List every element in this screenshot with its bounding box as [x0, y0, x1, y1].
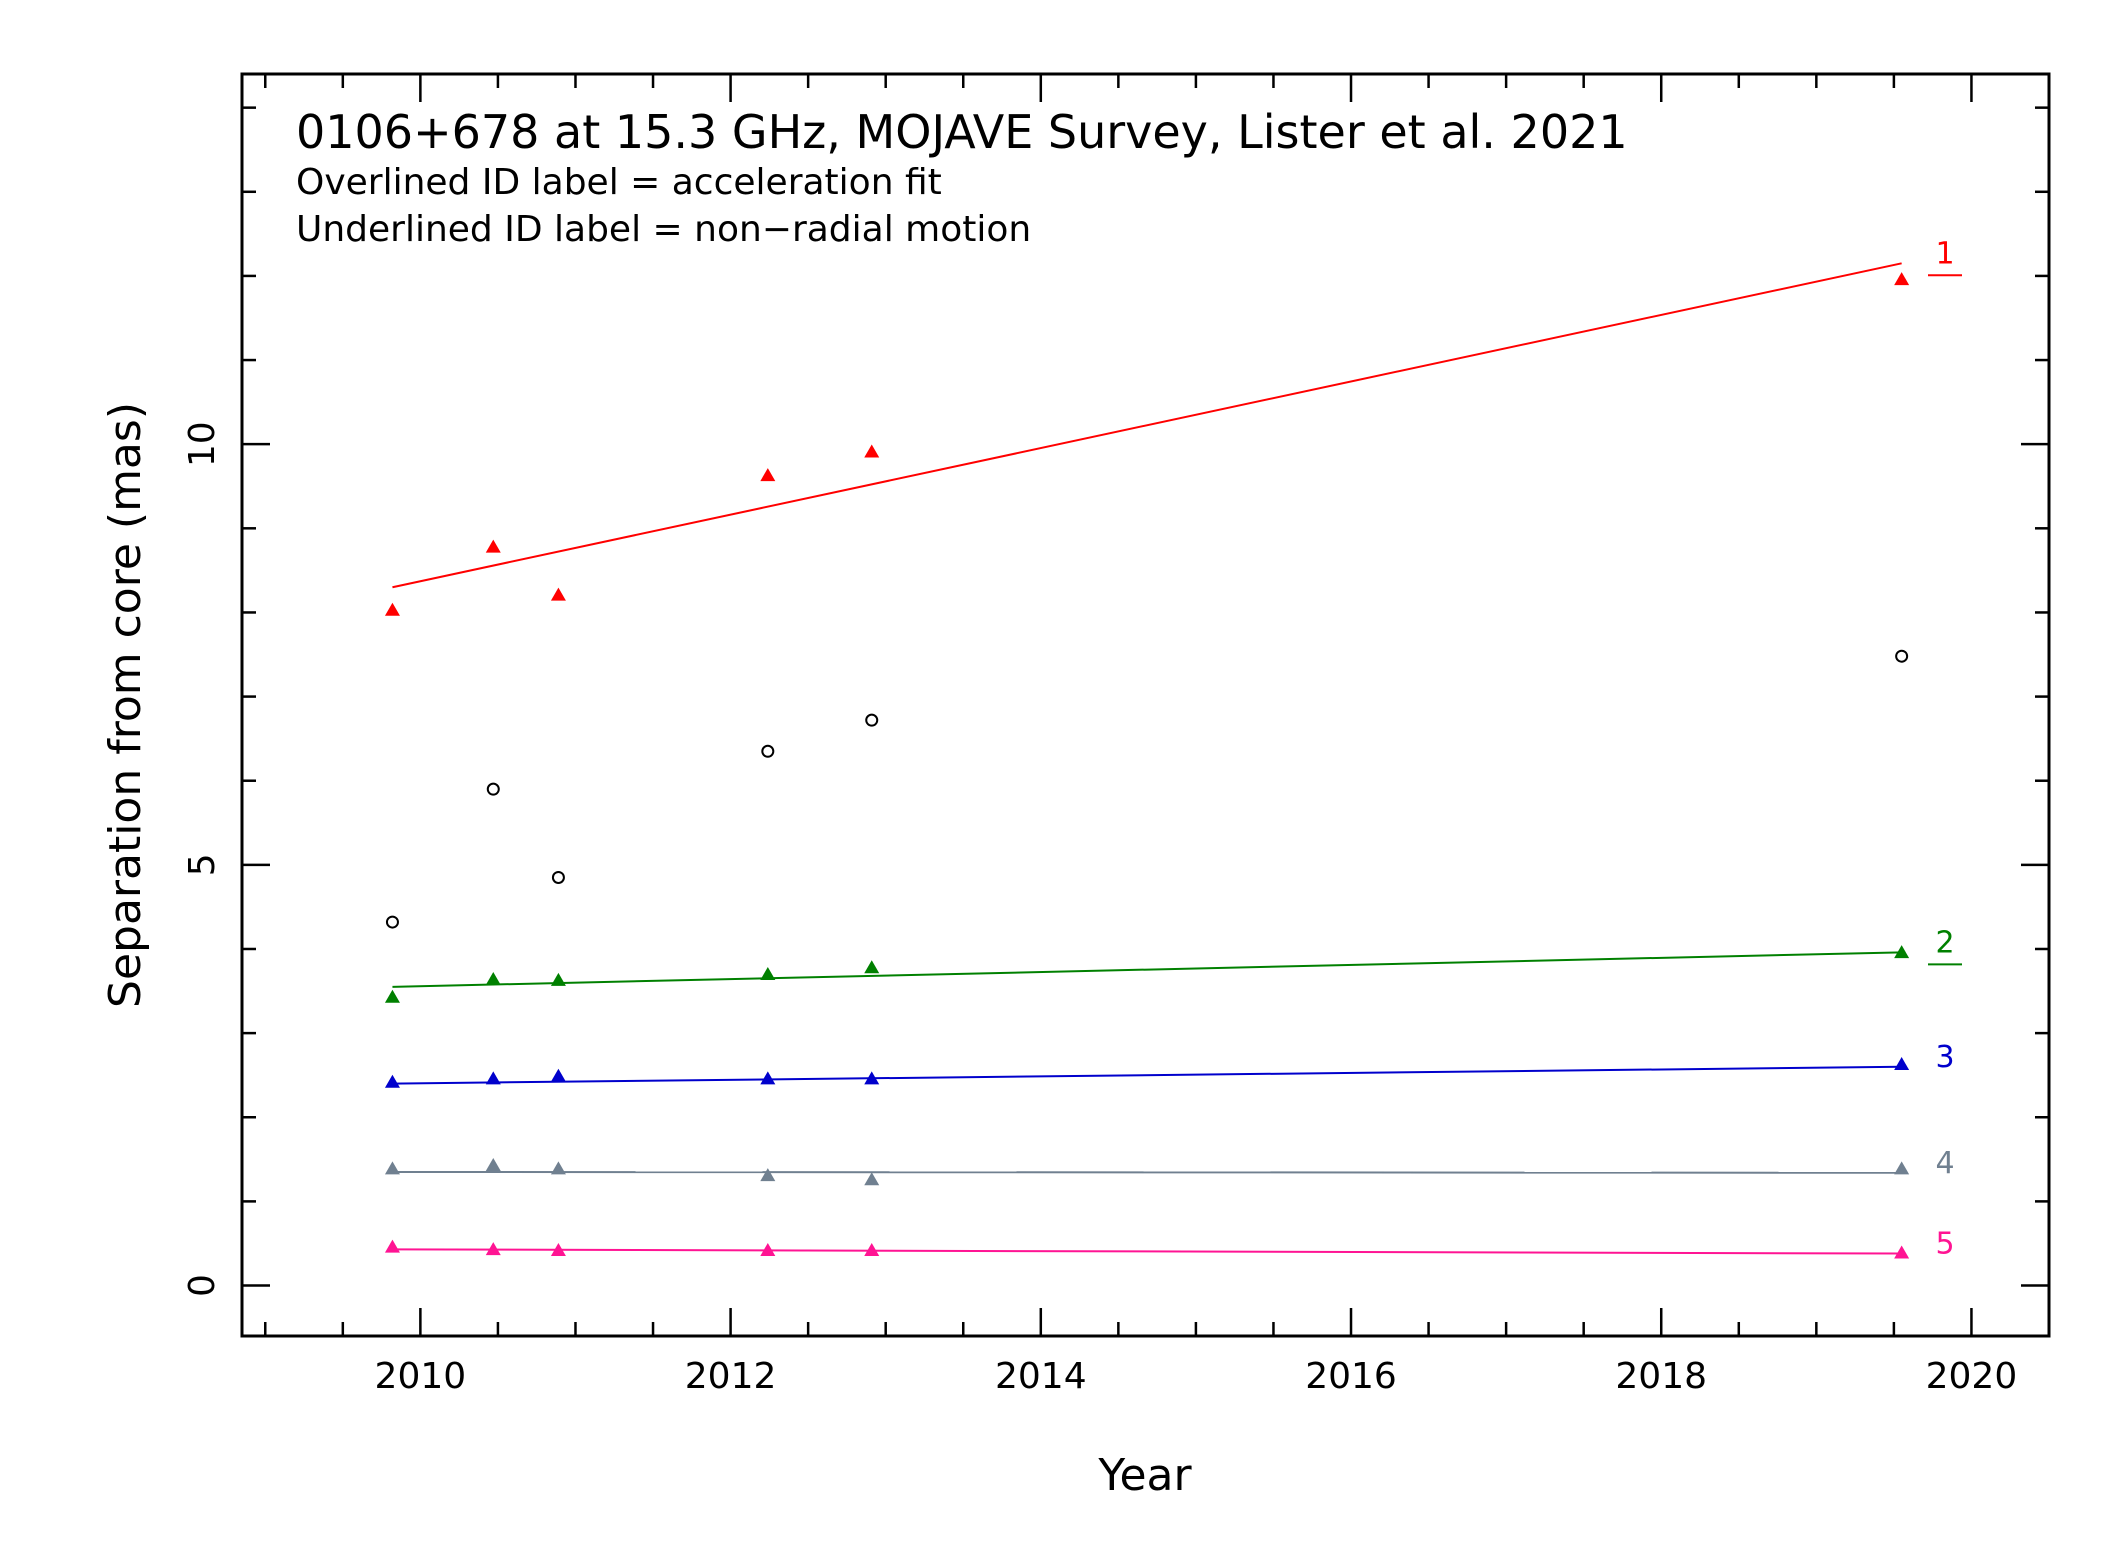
data-point — [486, 782, 500, 796]
data-point — [550, 587, 566, 601]
data-point — [864, 960, 880, 974]
fit-line — [392, 1248, 1902, 1255]
data-point — [485, 972, 501, 986]
series-id-label: 2 — [1935, 925, 1954, 960]
series-id-labels: 1 2 3 4 5 — [1928, 236, 1962, 1262]
x-tick-label: 2016 — [1305, 1356, 1397, 1397]
y-tick-label: 10 — [182, 421, 223, 467]
x-axis-label: Year — [1097, 1450, 1192, 1501]
data-point — [385, 915, 399, 929]
series-id-label: 4 — [1935, 1146, 1954, 1181]
x-tick-label: 2012 — [685, 1356, 777, 1397]
data-point — [384, 1074, 400, 1088]
data-point — [550, 1161, 566, 1175]
data-point — [485, 1157, 501, 1171]
data-point — [1895, 649, 1909, 663]
data-point — [864, 1242, 880, 1256]
data-point — [1894, 1245, 1910, 1259]
fit-line — [392, 262, 1902, 589]
data-point — [550, 1068, 566, 1082]
data-point — [384, 602, 400, 616]
data-point — [865, 713, 879, 727]
series-id-label: 1 — [1935, 236, 1954, 271]
chart-subtitle-2: Underlined ID label = non−radial motion — [296, 209, 1031, 250]
data-point — [485, 1242, 501, 1256]
plot-frame — [240, 72, 2051, 1338]
data-point — [485, 1071, 501, 1085]
y-tick-label: 5 — [182, 853, 223, 876]
data-point — [864, 1172, 880, 1186]
fit-line — [392, 1065, 1902, 1085]
data-point — [864, 1071, 880, 1085]
data-point — [485, 539, 501, 553]
axis-ticks: 2010 2012 2014 2016 2018 2020 0 5 10 — [182, 74, 2051, 1397]
data-point — [384, 1161, 400, 1175]
fit-line — [392, 1170, 1902, 1174]
series-id-label: 5 — [1935, 1227, 1954, 1262]
fit-lines — [392, 262, 1902, 1255]
series-id-label: 3 — [1935, 1040, 1954, 1075]
data-point — [760, 468, 776, 482]
x-tick-label: 2014 — [995, 1356, 1087, 1397]
data-point — [1894, 1057, 1910, 1071]
data-point — [551, 870, 565, 884]
data-point — [760, 967, 776, 981]
y-tick-label: 0 — [182, 1274, 223, 1297]
x-tick-label: 2018 — [1615, 1356, 1707, 1397]
x-tick-label: 2020 — [1926, 1356, 2018, 1397]
data-point — [761, 744, 775, 758]
data-point — [384, 1239, 400, 1253]
data-points — [384, 272, 1910, 1259]
chart-subtitle-1: Overlined ID label = acceleration fit — [296, 162, 942, 203]
data-point — [550, 1242, 566, 1256]
data-point — [760, 1168, 776, 1182]
data-point — [760, 1071, 776, 1085]
data-point — [864, 444, 880, 458]
chart-title: 0106+678 at 15.3 GHz, MOJAVE Survey, Lis… — [296, 105, 1628, 159]
data-point — [384, 989, 400, 1003]
data-point — [550, 972, 566, 986]
data-point — [760, 1242, 776, 1256]
y-axis-label: Separation from core (mas) — [100, 402, 151, 1008]
data-point — [1894, 1161, 1910, 1175]
x-tick-label: 2010 — [375, 1356, 467, 1397]
data-point — [1894, 945, 1910, 959]
data-point — [1894, 272, 1910, 286]
fit-line — [392, 951, 1902, 988]
